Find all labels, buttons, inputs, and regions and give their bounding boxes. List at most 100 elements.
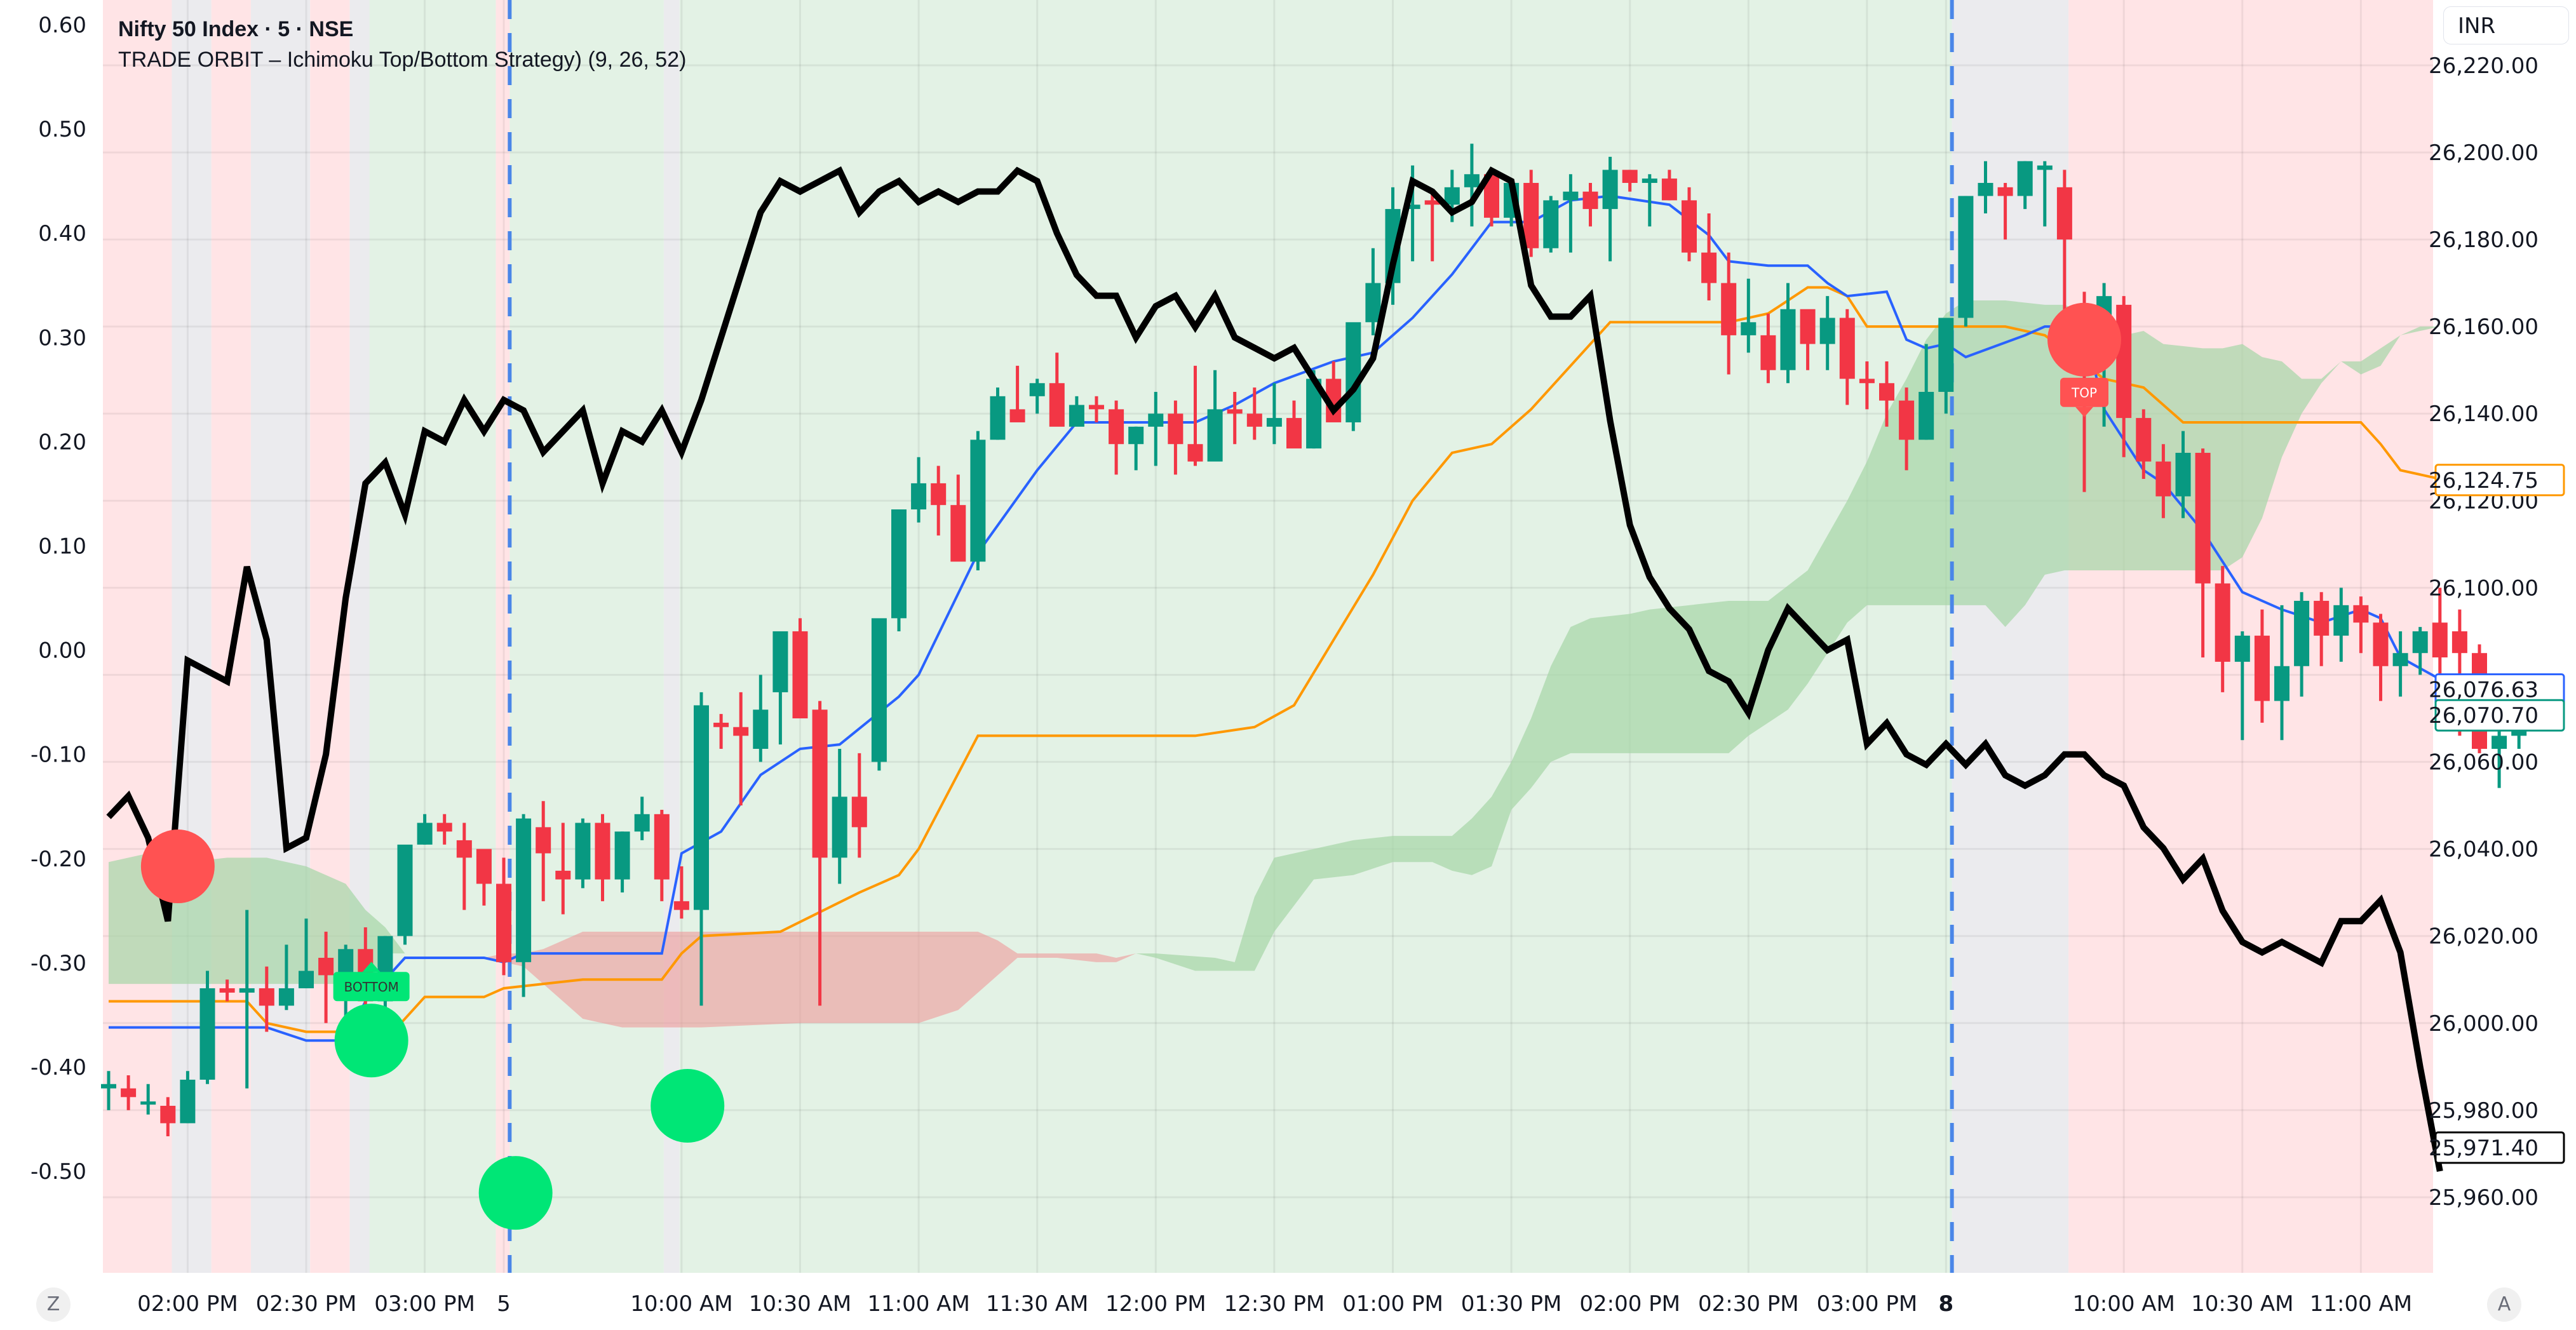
candle-down[interactable]	[2195, 452, 2211, 584]
candle-up[interactable]	[871, 618, 887, 762]
candle-up[interactable]	[1642, 178, 1657, 183]
candle-down[interactable]	[1721, 283, 1737, 335]
candle-down[interactable]	[160, 1106, 176, 1124]
left-oscillator-axis[interactable]: 0.60 0.50 0.40 0.30 0.20 0.10 0.00 -0.10 -0.20 -0…	[30, 13, 86, 1185]
scale-left-button[interactable]: Z	[36, 1287, 71, 1322]
candle-down[interactable]	[555, 870, 571, 880]
candle-up[interactable]	[2234, 635, 2250, 662]
candle-down[interactable]	[2353, 605, 2369, 623]
candle-down[interactable]	[121, 1088, 137, 1098]
candle-up[interactable]	[891, 509, 907, 619]
candle-down[interactable]	[1286, 418, 1302, 449]
candle-up[interactable]	[1602, 170, 1618, 210]
candle-up[interactable]	[1780, 309, 1796, 370]
candle-up[interactable]	[101, 1084, 116, 1089]
candle-down[interactable]	[1622, 170, 1638, 183]
candle-down[interactable]	[2451, 631, 2467, 654]
candle-up[interactable]	[2333, 605, 2349, 636]
candle-up[interactable]	[1148, 413, 1164, 427]
time-axis[interactable]: 02:00 PM 02:30 PM 03:00 PM 5 10:00 AM 10:30 A…	[137, 1291, 2412, 1317]
candle-up[interactable]	[417, 823, 433, 845]
candle-down[interactable]	[2155, 461, 2171, 497]
candle-up[interactable]	[2017, 161, 2033, 196]
candle-up[interactable]	[1128, 426, 1144, 445]
candle-up[interactable]	[1563, 191, 1579, 201]
candle-up[interactable]	[990, 396, 1006, 440]
candle-down[interactable]	[536, 827, 551, 854]
candle-down[interactable]	[1879, 383, 1894, 401]
candle-up[interactable]	[516, 818, 532, 962]
candle-up[interactable]	[634, 814, 650, 832]
candle-up[interactable]	[1029, 383, 1045, 396]
candle-down[interactable]	[2136, 418, 2152, 462]
candle-down[interactable]	[2116, 304, 2132, 419]
candle-down[interactable]	[2432, 622, 2448, 658]
candle-up[interactable]	[140, 1101, 156, 1105]
candle-down[interactable]	[1187, 444, 1203, 462]
candle-up[interactable]	[911, 483, 927, 510]
candle-down[interactable]	[318, 957, 334, 976]
candle-down[interactable]	[1682, 200, 1697, 253]
candle-up[interactable]	[2274, 666, 2289, 701]
candle-down[interactable]	[812, 709, 828, 858]
candle-up[interactable]	[239, 988, 255, 993]
candle-up[interactable]	[1919, 391, 1934, 440]
candle-down[interactable]	[436, 823, 452, 832]
candle-up[interactable]	[2492, 736, 2507, 749]
candle-down[interactable]	[476, 849, 492, 884]
candle-up[interactable]	[1266, 418, 1282, 427]
candle-up[interactable]	[970, 440, 986, 562]
candle-up[interactable]	[1405, 205, 1420, 210]
candle-down[interactable]	[1899, 400, 1915, 440]
candle-up[interactable]	[1444, 187, 1460, 205]
candle-down[interactable]	[1800, 309, 1816, 344]
symbol-title[interactable]: Nifty 50 Index · 5 · NSE	[118, 17, 354, 41]
candle-up[interactable]	[1543, 200, 1559, 248]
candle-down[interactable]	[496, 883, 511, 962]
candle-up[interactable]	[299, 971, 314, 988]
candle-up[interactable]	[1207, 409, 1223, 462]
candle-up[interactable]	[1464, 174, 1480, 187]
candle-up[interactable]	[1938, 318, 1954, 392]
candle-down[interactable]	[792, 631, 808, 719]
candle-down[interactable]	[456, 840, 472, 858]
candle-up[interactable]	[2294, 600, 2310, 666]
candle-down[interactable]	[2373, 622, 2389, 666]
price-candles[interactable]	[101, 144, 2527, 1137]
candle-down[interactable]	[1246, 413, 1262, 427]
candle-down[interactable]	[1089, 405, 1104, 410]
candle-up[interactable]	[278, 988, 294, 1006]
candle-up[interactable]	[753, 709, 769, 749]
candle-down[interactable]	[1109, 409, 1124, 445]
candle-down[interactable]	[1839, 318, 1855, 379]
candle-up[interactable]	[2037, 165, 2053, 170]
candle-down[interactable]	[2254, 635, 2270, 701]
candle-down[interactable]	[1582, 191, 1598, 210]
candle-down[interactable]	[1523, 182, 1539, 248]
candle-up[interactable]	[1345, 322, 1361, 422]
candle-up[interactable]	[2412, 631, 2428, 654]
candle-up[interactable]	[614, 831, 630, 880]
candle-down[interactable]	[851, 796, 867, 828]
candle-down[interactable]	[1701, 252, 1717, 283]
candle-up[interactable]	[575, 823, 591, 880]
candle-up[interactable]	[2392, 653, 2408, 666]
candle-up[interactable]	[1741, 322, 1757, 335]
candle-down[interactable]	[733, 727, 749, 736]
candle-down[interactable]	[2314, 600, 2330, 636]
candle-down[interactable]	[1859, 379, 1875, 384]
candle-up[interactable]	[397, 844, 413, 936]
currency-button[interactable]: INR	[2443, 6, 2569, 44]
candle-up[interactable]	[694, 705, 709, 910]
candle-down[interactable]	[713, 722, 729, 727]
candle-down[interactable]	[1227, 409, 1243, 414]
candle-down[interactable]	[219, 988, 235, 993]
candle-up[interactable]	[1819, 318, 1835, 344]
candle-down[interactable]	[595, 823, 610, 880]
candle-up[interactable]	[1958, 196, 1974, 318]
candle-down[interactable]	[654, 814, 670, 880]
candle-down[interactable]	[2056, 187, 2072, 240]
study-title[interactable]: TRADE ORBIT – Ichimoku Top/Bottom Strate…	[118, 48, 687, 72]
candle-down[interactable]	[1661, 178, 1677, 201]
candle-up[interactable]	[180, 1079, 196, 1124]
